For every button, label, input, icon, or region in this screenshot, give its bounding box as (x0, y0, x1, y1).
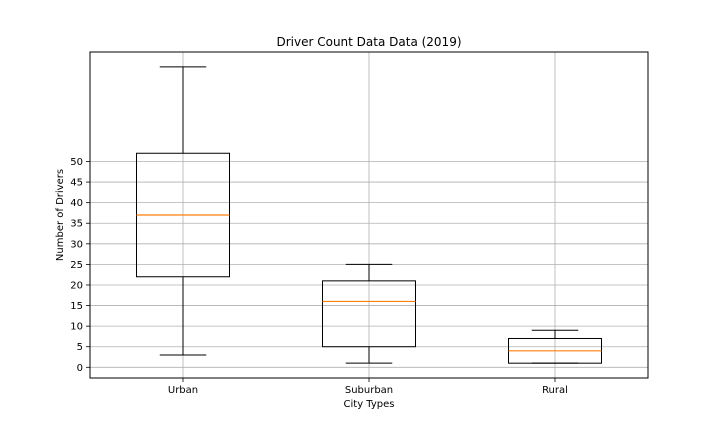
y-tick-label: 25 (70, 260, 83, 271)
ticks-layer: 0 5 10 15 20 25 30 35 40 45 50 Urban Suburban Rural (70, 157, 568, 396)
box-rural (508, 329, 602, 364)
boxes-layer (136, 66, 602, 364)
y-tick-label: 40 (70, 198, 83, 209)
box-suburban (322, 263, 416, 364)
chart-title: Driver Count Data Data (2019) (276, 35, 461, 49)
x-tick-label-rural: Rural (542, 385, 568, 396)
y-tick-label: 5 (77, 342, 83, 353)
box-urban (136, 66, 230, 356)
x-tick-label-suburban: Suburban (345, 385, 393, 396)
y-axis-label: Number of Drivers (55, 169, 66, 261)
y-tick-label: 45 (70, 178, 83, 189)
x-axis-label: City Types (344, 399, 395, 410)
y-tick-label: 30 (70, 239, 83, 250)
y-tick-label: 10 (70, 322, 83, 333)
iqr-box-suburban (322, 280, 416, 348)
x-tick-label-urban: Urban (168, 385, 198, 396)
y-tick-label: 50 (70, 157, 83, 168)
y-tick-label: 20 (70, 280, 83, 291)
y-tick-label: 35 (70, 219, 83, 230)
y-tick-label: 0 (77, 363, 83, 374)
y-tick-label: 15 (70, 301, 83, 312)
